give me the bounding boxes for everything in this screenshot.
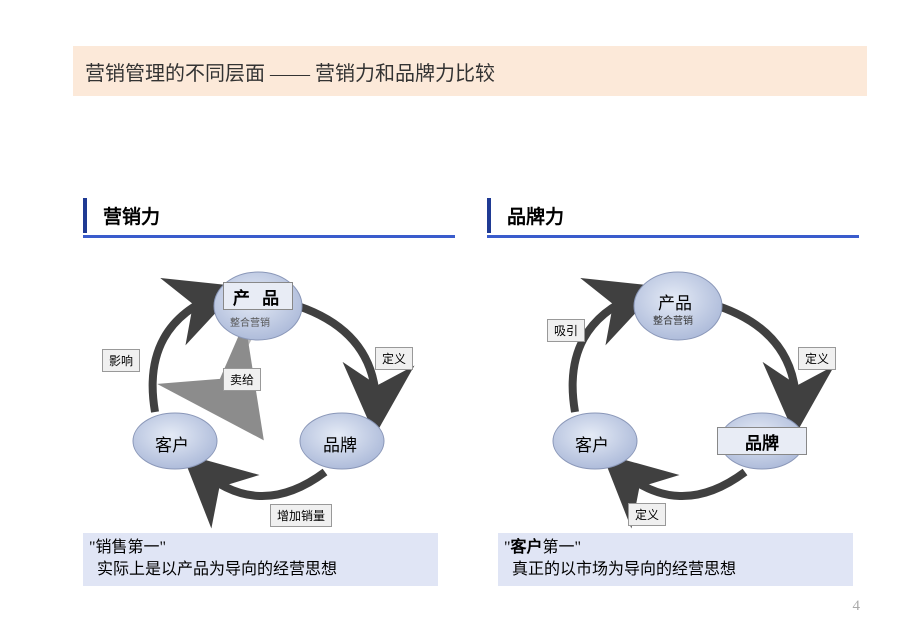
node-left-label: 客户 [155, 431, 189, 456]
header-hline [83, 235, 455, 238]
node-right-label: 品牌 [323, 431, 357, 456]
node-right-highlight: 品牌 [717, 427, 807, 455]
node-top-sub: 整合营销 [230, 314, 270, 329]
label-center: 卖给 [223, 368, 261, 391]
node-top-label: 产 品 [233, 284, 283, 309]
node-right-label: 品牌 [745, 429, 779, 454]
right-header: 品牌力 [487, 200, 859, 238]
arrow-left-top [153, 294, 220, 412]
arrow-top-right [298, 306, 376, 414]
left-header-label: 营销力 [103, 202, 160, 229]
left-header: 营销力 [83, 200, 455, 238]
arrow-right-left [618, 468, 745, 496]
slide-title: 营销管理的不同层面 —— 营销力和品牌力比较 [85, 57, 495, 86]
right-header-label: 品牌力 [507, 202, 564, 229]
arrow-left-top [573, 294, 640, 412]
header-vbar [83, 198, 87, 233]
left-column: 营销力 [83, 200, 455, 238]
node-top-label: 产品 [658, 289, 692, 314]
node-top-sub: 整合营销 [653, 312, 693, 327]
right-caption-l2: 真正的以市场为导向的经营思想 [504, 559, 847, 581]
left-caption-l1: "销售第一" [89, 537, 432, 559]
label-top-right: 定义 [798, 347, 836, 370]
right-column: 品牌力 [487, 200, 859, 238]
right-caption: "客户第一" 真正的以市场为导向的经营思想 [498, 533, 853, 586]
slide-title-bar: 营销管理的不同层面 —— 营销力和品牌力比较 [73, 46, 867, 96]
left-diagram: 产 品 整合营销 客户 品牌 定义 增加销量 影响 卖给 [80, 254, 450, 544]
header-hline [487, 235, 859, 238]
label-bottom: 定义 [628, 503, 666, 526]
node-left-label: 客户 [575, 431, 609, 456]
right-diagram: 产品 整合营销 客户 品牌 定义 定义 吸引 [500, 254, 870, 544]
page-number: 4 [853, 598, 861, 615]
label-left-top: 吸引 [547, 319, 585, 342]
left-caption: "销售第一" 实际上是以产品为导向的经营思想 [83, 533, 438, 586]
right-caption-l1: "客户第一" [504, 537, 847, 559]
arrow-top-right [718, 306, 796, 414]
label-left-top: 影响 [102, 349, 140, 372]
label-top-right: 定义 [375, 347, 413, 370]
left-caption-l2: 实际上是以产品为导向的经营思想 [89, 559, 432, 581]
arrow-right-left [198, 468, 325, 496]
node-top-highlight: 产 品 [223, 282, 293, 310]
label-bottom: 增加销量 [270, 504, 332, 527]
header-vbar [487, 198, 491, 233]
